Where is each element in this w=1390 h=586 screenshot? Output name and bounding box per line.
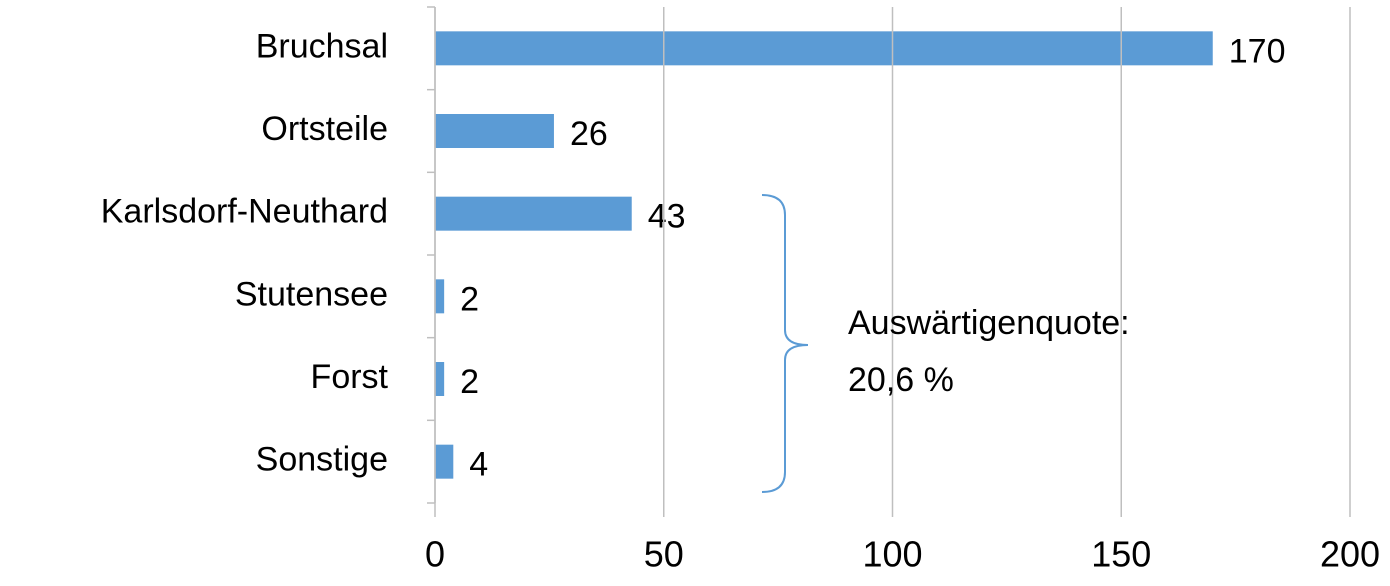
value-label: 43	[648, 198, 686, 236]
bar	[435, 114, 554, 148]
bar	[435, 444, 454, 479]
annotation: 20,6 %	[848, 361, 954, 399]
y-tick-label: Ortsteile	[261, 110, 388, 148]
value-label: 26	[570, 115, 608, 153]
y-tick-label: Sonstige	[256, 441, 388, 479]
x-tick-label: 50	[644, 534, 684, 575]
x-tick-label: 0	[425, 534, 445, 575]
value-label: 4	[469, 446, 488, 484]
value-label: 2	[460, 280, 479, 318]
y-tick-label: Karlsdorf-Neuthard	[101, 193, 388, 231]
y-tick-label: Forst	[311, 358, 389, 396]
x-tick-label: 150	[1091, 534, 1151, 575]
bar	[435, 31, 1213, 66]
y-tick-label: Bruchsal	[256, 27, 388, 65]
x-tick-label: 200	[1320, 534, 1380, 575]
bar	[435, 279, 445, 314]
y-tick-label: Stutensee	[235, 275, 388, 313]
brace	[761, 194, 809, 493]
value-label: 2	[460, 363, 479, 401]
value-label: 170	[1229, 32, 1286, 70]
annotation: Auswärtigenquote:	[848, 304, 1130, 342]
bar	[435, 362, 445, 396]
x-tick-label: 100	[862, 534, 922, 575]
bar	[435, 196, 632, 231]
